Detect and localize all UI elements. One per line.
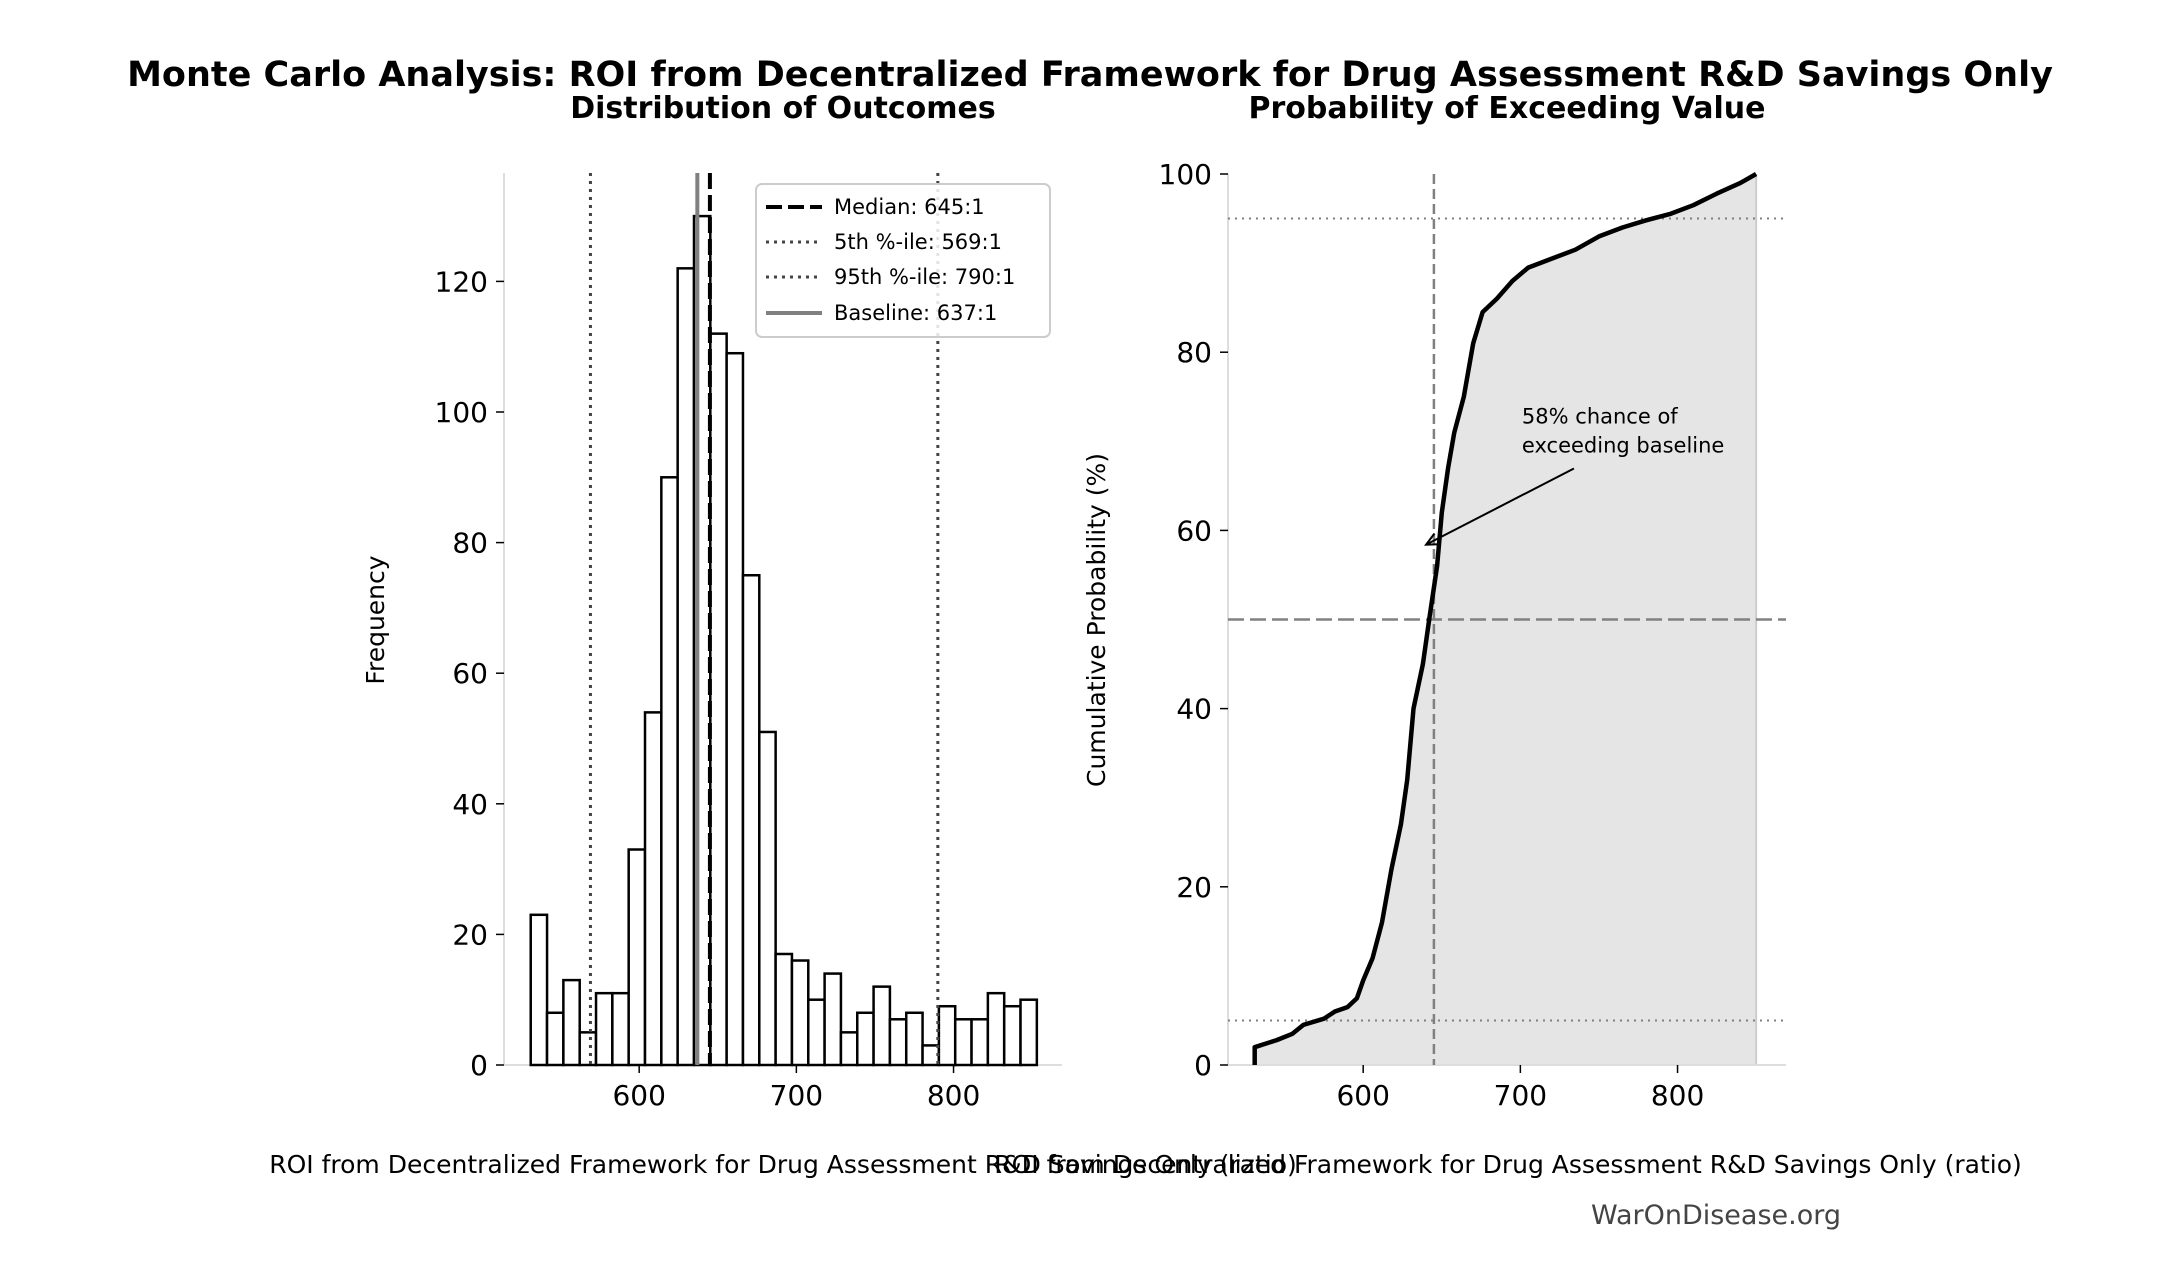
y-tick-label: 120 bbox=[435, 265, 488, 298]
histogram-bar bbox=[709, 332, 728, 1067]
histogram-bar bbox=[562, 978, 581, 1067]
y-tick-label: 100 bbox=[1159, 158, 1212, 191]
legend-median-label: Median: 645:1 bbox=[834, 195, 985, 219]
cdf-subtitle: Probability of Exceeding Value bbox=[1248, 91, 1765, 126]
y-tick-label: 0 bbox=[470, 1049, 488, 1082]
histogram-bar bbox=[741, 573, 761, 1067]
histogram-bar bbox=[839, 1031, 859, 1067]
x-tick-label: 800 bbox=[927, 1079, 980, 1112]
x-tick-label: 700 bbox=[1494, 1079, 1547, 1112]
cdf-x-label: ROI from Decentralized Framework for Dru… bbox=[994, 1150, 2022, 1179]
cdf-curve bbox=[1252, 172, 1758, 1065]
histogram-bar bbox=[758, 730, 777, 1067]
y-tick-label: 20 bbox=[1176, 871, 1212, 904]
histogram-bar bbox=[725, 351, 745, 1067]
y-tick-label: 60 bbox=[452, 657, 488, 690]
y-tick-label: 40 bbox=[452, 788, 488, 821]
legend: Median: 645:1 5th %-ile: 569:1 95th %-il… bbox=[755, 183, 1051, 338]
histogram-x-label: ROI from Decentralized Framework for Dru… bbox=[269, 1150, 1297, 1179]
y-tick-label: 60 bbox=[1176, 514, 1212, 547]
histogram-bar bbox=[872, 985, 892, 1067]
y-tick-label: 20 bbox=[452, 918, 488, 951]
main-title: Monte Carlo Analysis: ROI from Decentral… bbox=[127, 55, 2053, 95]
x-tick-label: 800 bbox=[1651, 1079, 1704, 1112]
x-tick-label: 600 bbox=[612, 1079, 665, 1112]
histogram-bar bbox=[676, 267, 696, 1067]
footer-watermark: WarOnDisease.org bbox=[1591, 1200, 1841, 1231]
legend-baseline-label: Baseline: 637:1 bbox=[834, 301, 997, 325]
histogram-bar bbox=[545, 1011, 565, 1067]
y-tick-label: 80 bbox=[452, 527, 488, 560]
y-tick-label: 0 bbox=[1194, 1049, 1212, 1082]
histogram-bar bbox=[643, 711, 663, 1067]
legend-5th-label: 5th %-ile: 569:1 bbox=[834, 230, 1002, 254]
cdf-y-label: Cumulative Probability (%) bbox=[1082, 453, 1111, 787]
histogram-bar bbox=[529, 913, 549, 1067]
histogram-bar bbox=[660, 476, 679, 1067]
histogram-bar bbox=[790, 959, 810, 1067]
histogram-bar bbox=[611, 991, 630, 1067]
histogram-bar bbox=[888, 1018, 908, 1067]
histogram-bar bbox=[807, 998, 826, 1067]
histogram-bar bbox=[1019, 998, 1039, 1067]
histogram-subtitle: Distribution of Outcomes bbox=[570, 91, 996, 126]
histogram-bar bbox=[823, 972, 843, 1067]
histogram-bar bbox=[594, 991, 614, 1067]
x-tick-label: 700 bbox=[770, 1079, 823, 1112]
legend-95th-label: 95th %-ile: 790:1 bbox=[834, 265, 1015, 289]
legend-box bbox=[755, 183, 1051, 338]
arrowhead-icon bbox=[1424, 532, 1441, 546]
histogram-bar bbox=[953, 1018, 973, 1067]
histogram-bar bbox=[1002, 1004, 1022, 1067]
histogram-bar bbox=[774, 952, 794, 1067]
histogram-bar bbox=[856, 1011, 875, 1067]
cdf-chart: 600 700 800 0 20 40 60 80 100 58% chance of exceed… bbox=[1159, 158, 1786, 1112]
annotation-arrow bbox=[1425, 467, 1575, 546]
x-tick-label: 600 bbox=[1336, 1079, 1389, 1112]
annotation-text-line2: exceeding baseline bbox=[1522, 433, 1724, 457]
histogram-y-label: Frequency bbox=[361, 555, 390, 684]
annotation-text-line1: 58% chance of bbox=[1522, 404, 1678, 428]
histogram-bar bbox=[986, 991, 1006, 1067]
histogram-bar bbox=[578, 1031, 598, 1067]
y-tick-label: 80 bbox=[1176, 336, 1212, 369]
histogram-bar bbox=[627, 848, 647, 1067]
histogram-bar bbox=[970, 1018, 990, 1067]
histogram-chart: 600 700 800 0 20 40 60 80 100 120 bbox=[435, 173, 1062, 1112]
y-tick-label: 100 bbox=[435, 396, 488, 429]
histogram-bar bbox=[904, 1011, 924, 1067]
histogram-bar bbox=[937, 1004, 957, 1067]
y-tick-label: 40 bbox=[1176, 693, 1212, 726]
